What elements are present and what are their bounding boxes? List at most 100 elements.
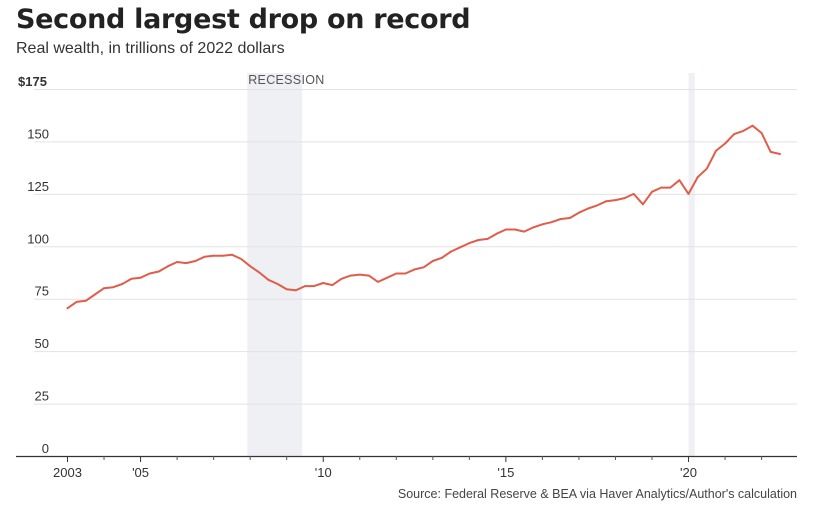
data-point bbox=[578, 211, 580, 214]
data-point bbox=[395, 272, 398, 275]
source-note: Source: Federal Reserve & BEA via Haver … bbox=[397, 487, 797, 501]
y-axis-ticks: 0 25 50 75 100 125 150 $175 bbox=[18, 74, 49, 456]
data-point bbox=[276, 283, 279, 285]
y-tick-label: 75 bbox=[35, 284, 49, 299]
data-point bbox=[751, 124, 754, 127]
grid-lines bbox=[34, 89, 797, 405]
data-point bbox=[66, 307, 69, 310]
data-point bbox=[358, 273, 361, 276]
data-point bbox=[596, 204, 599, 207]
data-point bbox=[431, 260, 434, 262]
data-point bbox=[94, 293, 96, 296]
data-point bbox=[441, 256, 443, 259]
data-point bbox=[614, 199, 617, 202]
data-point bbox=[75, 301, 78, 303]
data-point bbox=[651, 190, 653, 193]
data-point bbox=[450, 250, 452, 253]
data-point bbox=[157, 270, 160, 273]
data-point bbox=[486, 238, 489, 240]
data-point bbox=[495, 232, 498, 235]
x-tick-label: '15 bbox=[497, 465, 514, 480]
data-point bbox=[559, 218, 562, 220]
y-tick-label: 125 bbox=[27, 179, 49, 194]
data-point bbox=[760, 132, 763, 134]
x-axis: 2003 '05 '10 '15 '20 bbox=[16, 455, 797, 480]
data-point bbox=[313, 285, 315, 287]
data-point bbox=[322, 282, 325, 284]
data-point bbox=[84, 299, 87, 302]
data-point bbox=[377, 281, 379, 283]
y-tick-label: 25 bbox=[35, 389, 49, 404]
x-tick-label: '10 bbox=[315, 465, 332, 480]
data-point bbox=[632, 193, 635, 195]
data-point bbox=[231, 253, 233, 256]
data-point bbox=[139, 276, 142, 279]
data-point bbox=[121, 283, 124, 285]
data-point bbox=[212, 254, 215, 257]
data-point bbox=[340, 277, 343, 280]
recession-bands: RECESSION bbox=[247, 73, 695, 456]
data-point bbox=[514, 228, 516, 231]
data-point bbox=[130, 277, 133, 280]
y-tick-label: 0 bbox=[42, 441, 49, 456]
data-point bbox=[742, 130, 745, 132]
data-point bbox=[660, 186, 662, 189]
data-point bbox=[304, 285, 306, 287]
data-point bbox=[176, 261, 179, 263]
series-path bbox=[66, 124, 781, 310]
data-point bbox=[422, 266, 425, 269]
data-point bbox=[568, 217, 571, 219]
data-point bbox=[769, 151, 772, 153]
data-point bbox=[541, 223, 544, 226]
data-point bbox=[331, 284, 334, 286]
data-point bbox=[203, 255, 206, 258]
data-point bbox=[413, 268, 416, 271]
chart-title: Second largest drop on record bbox=[16, 4, 471, 35]
x-tick-label: '05 bbox=[132, 465, 149, 480]
data-point bbox=[258, 271, 261, 274]
data-point bbox=[696, 176, 699, 179]
data-point bbox=[724, 142, 726, 145]
data-point bbox=[733, 133, 736, 136]
data-point bbox=[523, 230, 525, 233]
y-tick-label: 50 bbox=[35, 336, 49, 351]
data-point bbox=[221, 254, 224, 257]
data-point bbox=[678, 179, 681, 182]
data-point bbox=[267, 278, 270, 281]
data-point bbox=[715, 150, 717, 152]
data-point bbox=[240, 258, 242, 260]
data-point bbox=[505, 228, 507, 231]
recession-label: RECESSION bbox=[248, 73, 324, 87]
data-point bbox=[459, 246, 462, 249]
data-point bbox=[642, 203, 644, 206]
y-tick-label: $175 bbox=[18, 74, 47, 89]
data-point bbox=[779, 153, 781, 155]
x-tick-label: '20 bbox=[680, 465, 697, 480]
data-point bbox=[587, 207, 589, 210]
data-point bbox=[294, 289, 297, 292]
series-line bbox=[66, 124, 781, 310]
data-point bbox=[103, 287, 105, 290]
x-tick-label: 2003 bbox=[53, 465, 82, 480]
data-point bbox=[687, 193, 690, 195]
data-point bbox=[167, 265, 169, 268]
data-point bbox=[185, 262, 188, 264]
data-point bbox=[532, 226, 535, 229]
chart-subtitle: Real wealth, in trillions of 2022 dollar… bbox=[16, 40, 285, 57]
data-point bbox=[477, 239, 480, 241]
data-point bbox=[550, 221, 553, 224]
data-point bbox=[705, 167, 708, 170]
y-tick-label: 100 bbox=[27, 231, 49, 246]
y-tick-label: 150 bbox=[27, 126, 49, 141]
data-point bbox=[386, 276, 389, 279]
data-point bbox=[669, 186, 672, 189]
data-point bbox=[194, 260, 197, 262]
data-point bbox=[249, 265, 252, 268]
data-point bbox=[468, 242, 471, 245]
recession-band bbox=[247, 73, 303, 456]
data-point bbox=[368, 274, 370, 277]
data-point bbox=[285, 288, 288, 291]
data-point bbox=[623, 197, 626, 200]
data-point bbox=[148, 272, 151, 275]
